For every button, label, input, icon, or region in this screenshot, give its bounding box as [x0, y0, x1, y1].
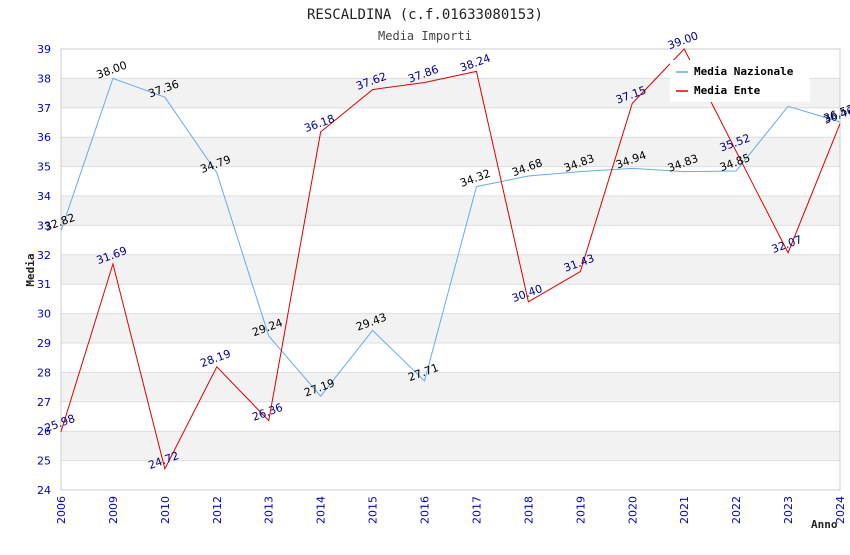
plot-frame: [60, 48, 841, 491]
legend: Media Nazionale Media Ente: [670, 60, 810, 102]
plot-band: [61, 137, 840, 167]
x-tick-label: 2021: [678, 496, 691, 524]
plot-band: [61, 254, 840, 285]
y-tick-label: 35: [37, 161, 51, 174]
y-tick-label: 37: [37, 102, 51, 115]
y-tick-label: 34: [37, 190, 51, 203]
x-tick-label: 2013: [263, 496, 276, 524]
data-label-ente: 28.19: [199, 347, 233, 370]
data-label-ente: 26.36: [251, 401, 285, 424]
y-tick-label: 33: [37, 219, 51, 232]
y-axis-label: Media: [24, 253, 37, 286]
x-tick-label: 2010: [159, 496, 172, 524]
y-tick-label: 24: [37, 484, 51, 497]
plot-band: [61, 431, 840, 461]
x-axis-label: Anno: [811, 518, 838, 531]
plot-band: [61, 313, 840, 343]
x-tick-label: 2019: [574, 496, 587, 524]
x-tick-label: 2017: [470, 496, 483, 524]
y-tick-label: 36: [37, 131, 51, 144]
x-tick-label: 2018: [522, 496, 535, 524]
plot-band: [61, 372, 840, 402]
y-tick-label: 31: [37, 278, 51, 291]
plot-band: [61, 196, 840, 226]
data-label-nazionale: 34.32: [458, 167, 492, 190]
chart-subtitle: Media Importi: [378, 29, 472, 43]
x-tick-label: 2022: [730, 496, 743, 524]
legend-label-nazionale: Media Nazionale: [694, 65, 794, 78]
series-line-nazionale: [60, 77, 841, 397]
y-tick-label: 30: [37, 308, 51, 321]
x-axis-ticks: 2006 2009 2010 2012 2013 2014 2015 2016 2017 2018…: [55, 496, 847, 524]
x-tick-label: 2023: [782, 496, 795, 524]
y-tick-label: 39: [37, 43, 51, 56]
x-tick-label: 2014: [315, 496, 328, 524]
x-tick-label: 2006: [55, 496, 68, 524]
plot-bands: [61, 78, 840, 461]
y-tick-label: 29: [37, 337, 51, 350]
data-label-ente: 30.40: [510, 282, 544, 305]
x-tick-label: 2024: [834, 496, 847, 524]
data-label-ente: 36.18: [302, 112, 336, 135]
y-tick-label: 28: [37, 366, 51, 379]
x-tick-label: 2016: [419, 496, 432, 524]
data-label-ente: 32.07: [770, 233, 804, 256]
legend-label-ente: Media Ente: [694, 84, 761, 97]
x-tick-label: 2009: [107, 496, 120, 524]
data-label-nazionale: 32.82: [43, 211, 77, 234]
chart-title: RESCALDINA (c.f.01633080153): [307, 7, 543, 23]
x-tick-label: 2015: [367, 496, 380, 524]
y-tick-label: 38: [37, 72, 51, 85]
x-tick-label: 2020: [626, 496, 639, 524]
y-tick-label: 32: [37, 249, 51, 262]
legend-box: [670, 60, 810, 102]
y-tick-label: 26: [37, 425, 51, 438]
y-tick-label: 25: [37, 455, 51, 468]
x-tick-label: 2012: [211, 496, 224, 524]
y-tick-label: 27: [37, 396, 51, 409]
y-axis-ticks: 24 25 26 27 28 29 30 31 32 33 34 35 36 37 38 39: [37, 43, 51, 497]
